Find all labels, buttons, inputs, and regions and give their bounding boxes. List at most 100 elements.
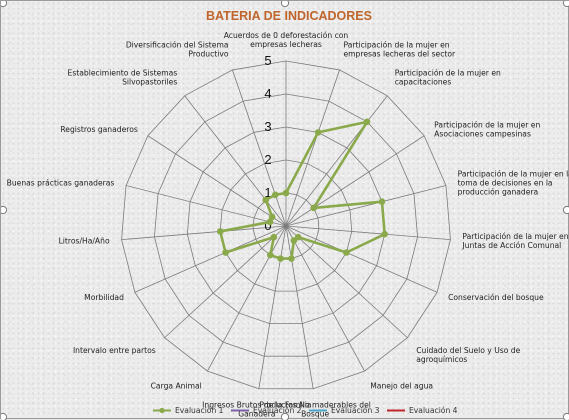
axis-label-line: toma de decisiones en la [458,179,553,188]
tick-label: 1 [264,185,271,200]
series-layer [216,118,388,262]
axis-label: Participación de la mujer en empresas lec… [343,41,456,59]
spoke-1 [285,69,340,227]
spoke-11 [207,225,287,372]
axis-label-line: Productivo [188,50,228,59]
legend-label: Evaluación 4 [409,406,458,415]
axis-label-line: Ingresos Brutos de la Familia [202,401,311,410]
legend-marker [159,407,165,414]
axis-label: Carga Animal [151,382,202,391]
axis-label-line: Acuerdos de 0 deforestación con [224,31,349,40]
axis-label: Participación de la mujer en la toma de d… [458,170,569,197]
axis-label: Intervalo entre partos [73,346,156,355]
data-point [314,129,322,136]
data-point [266,251,274,259]
axis-label-line: Buenas prácticas ganaderas [7,179,115,188]
resize-handle[interactable] [562,1,569,8]
data-point [271,191,279,199]
data-point [290,237,298,244]
axis-label: Ingresos Brutos de la Familia Ganadera [202,401,311,419]
legend-label: Evaluación 3 [331,406,380,415]
tick-labels: 0 1 2 3 4 5 [264,53,271,233]
series-line [218,120,386,260]
axis-label-line: Productos No maderables del [259,401,370,410]
resize-handle[interactable] [1,412,8,420]
axis-label: Cuidado del Suelo y Uso de agroquímicos [416,346,520,364]
axis-label-line: Establecimiento de Sistemas [68,68,178,77]
axis-label-line: Manejo del agua [370,382,433,391]
spoke-13 [134,225,287,293]
axis-label-line: Juntas de Acción Comunal [461,241,561,250]
axis-label: Participación de la mujer en Asociaciones… [434,121,540,139]
axis-label-line: Cuidado del Suelo y Uso de [416,346,520,355]
data-point [268,213,276,221]
axis-label-line: Registros ganaderos [60,125,137,134]
data-point [363,118,371,126]
axis-label-line: Participación de la mujer en [343,41,449,50]
axis-label-line: Ganadera [238,410,275,419]
spoke-7 [285,225,408,339]
grid-ring-3 [186,126,386,325]
axis-label-line: Participación de la mujer en [395,68,501,77]
axis-label-line: Morbilidad [84,293,124,302]
axis-label-line: Diversificación del Sistema [126,41,229,50]
axis-label: Morbilidad [84,293,124,302]
tick-label: 0 [264,218,271,233]
axis-label-line: Litros/Ha/Año [59,237,110,246]
axis-label: Acuerdos de 0 deforestación con empresas … [224,31,349,49]
spoke-17 [184,95,287,227]
radar-grid [121,60,451,390]
data-point [343,249,350,256]
axis-label-line: capacitaciones [395,77,452,86]
data-point [262,196,270,204]
axis-label-line: Silvopastoriles [122,77,177,86]
grid-ring-5 [121,60,451,390]
axis-label: Establecimiento de Sistemas Silvopastoril… [68,68,178,86]
tick-label: 4 [264,86,271,101]
spoke-6 [285,225,438,293]
data-point [277,255,284,262]
axis-label: Participación de la mujer en Juntas de Ac… [461,232,568,250]
spoke-18 [232,69,287,227]
data-point [282,189,290,197]
axis-label: Litros/Ha/Año [59,237,110,246]
axis-label: Manejo del agua [370,382,433,391]
axis-label-line: producción ganadera [458,188,539,197]
chart-title: BATERIA DE INDICADORES [206,9,372,23]
resize-handle[interactable] [280,1,290,8]
legend-label: Evaluación 1 [175,406,224,415]
axis-label-line: Intervalo entre partos [73,346,156,355]
spoke-8 [285,225,365,372]
axis-label: Participación de la mujer en capacitacion… [395,68,501,86]
data-point [310,204,317,212]
resize-handle[interactable] [562,205,569,215]
axis-label: Diversificación del Sistema Productivo [126,41,229,59]
tick-label: 3 [264,119,271,134]
resize-handle[interactable] [1,205,8,215]
resize-handle[interactable] [280,412,290,420]
grid-ring-4 [154,93,418,357]
axis-labels: Acuerdos de 0 deforestación con empresas … [7,31,569,419]
tick-label: 2 [264,152,271,167]
spoke-4 [285,185,447,227]
resize-handle[interactable] [562,412,569,420]
data-point [378,198,386,205]
axis-label: Productos No maderables del Bosque [259,401,370,419]
axis-label: Registros ganaderos [60,125,137,134]
axis-label: Buenas prácticas ganaderas [7,179,115,188]
axis-label-line: Participación de la mujer en la [458,170,569,179]
data-point [270,233,278,241]
spoke-5 [285,225,451,241]
axis-label-line: Conservación del bosque [448,293,544,302]
axis-label-line: Participación de la mujer en [462,232,568,241]
axis-label-line: Bosque [301,410,329,419]
spoke-16 [147,135,287,227]
axis-label-line: Participación de la mujer en [434,121,540,130]
data-point [266,218,274,226]
data-point [216,228,224,235]
resize-handle[interactable] [1,1,8,8]
spoke-3 [285,135,425,227]
